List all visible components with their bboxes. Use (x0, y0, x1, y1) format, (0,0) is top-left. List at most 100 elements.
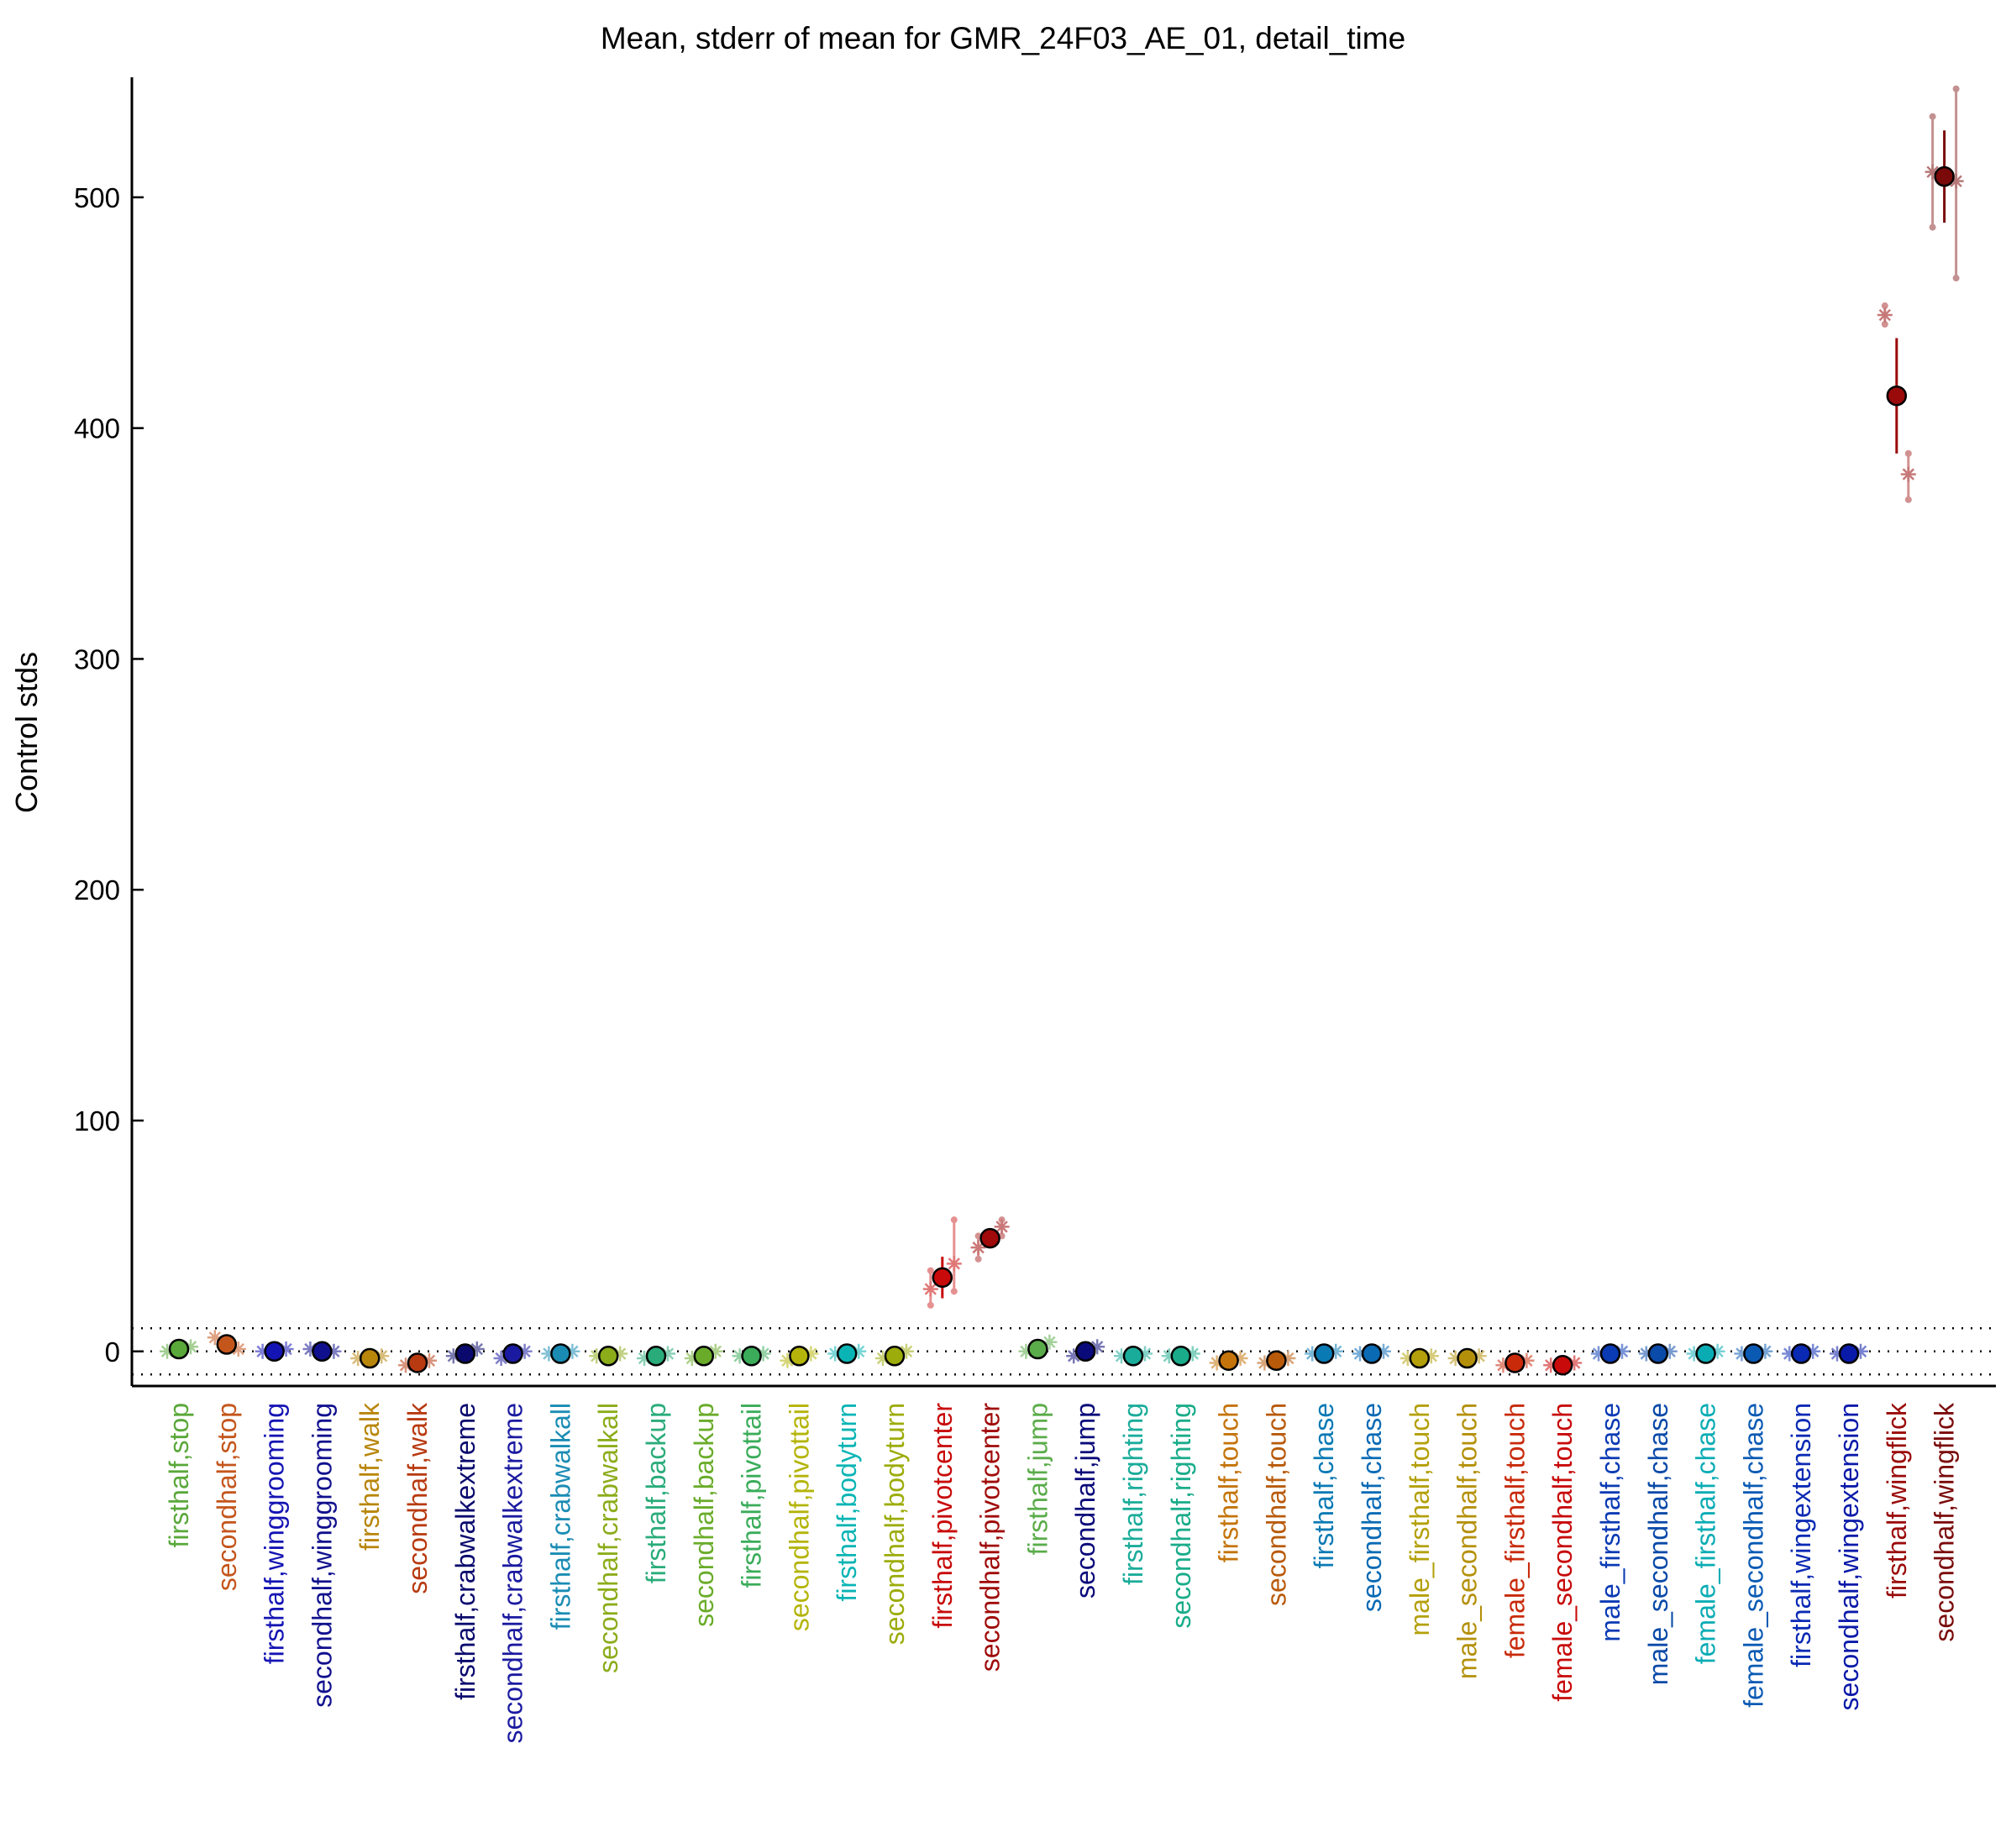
y-tick-label: 500 (74, 182, 120, 213)
y-tick-label: 400 (74, 413, 120, 444)
category-label: female_firsthalf,chase (1691, 1403, 1721, 1664)
individual-range-end (1952, 85, 1960, 92)
asterisk-stroke (208, 1331, 221, 1344)
y-tick-label: 0 (105, 1336, 120, 1368)
individual-marker (922, 1281, 938, 1297)
mean-marker (407, 1352, 428, 1373)
category-label: firsthalf,winggrooming (260, 1403, 290, 1664)
category-label: female_firsthalf,touch (1499, 1403, 1530, 1658)
category-label: firsthalf,righting (1118, 1403, 1148, 1585)
category-label: firsthalf,pivotcenter (927, 1403, 958, 1629)
individual-range-end (950, 1216, 958, 1224)
mean-marker (1504, 1352, 1526, 1373)
mean-marker (1027, 1338, 1048, 1360)
mean-marker (454, 1343, 476, 1364)
mean-marker (1838, 1343, 1860, 1364)
category-label: firsthalf,wingflick (1882, 1402, 1912, 1599)
category-label: male_secondhalf,touch (1452, 1403, 1483, 1679)
mean-marker (1074, 1341, 1096, 1362)
category-label: firsthalf,walk (354, 1402, 385, 1551)
category-label: secondhalf,righting (1166, 1403, 1196, 1629)
y-tick-label: 300 (74, 643, 120, 675)
mean-marker (1790, 1343, 1812, 1364)
category-label: firsthalf,chase (1309, 1403, 1339, 1568)
mean-marker (1122, 1346, 1144, 1367)
category-label: secondhalf,pivotcenter (975, 1403, 1006, 1672)
asterisk-stroke (1878, 308, 1891, 322)
category-label: secondhalf,chase (1357, 1403, 1387, 1612)
category-label: secondhalf,jump (1070, 1403, 1100, 1599)
category-label: secondhalf,touch (1261, 1403, 1291, 1606)
mean-marker (836, 1343, 858, 1364)
y-tick-label: 100 (74, 1105, 120, 1137)
mean-marker (645, 1346, 667, 1367)
asterisk-stroke (232, 1342, 244, 1356)
mean-marker (741, 1346, 762, 1367)
mean-marker (979, 1227, 1000, 1249)
individual-range-end (1904, 496, 1912, 503)
individual-range-end (974, 1255, 982, 1263)
mean-marker (1266, 1350, 1287, 1372)
mean-marker (1218, 1350, 1239, 1372)
category-label: male_firsthalf,chase (1595, 1403, 1625, 1642)
individual-marker (946, 1256, 962, 1272)
asterisk-stroke (1926, 165, 1939, 178)
individual-range-end (927, 1267, 934, 1274)
mean-marker (216, 1334, 238, 1355)
individual-range-end (950, 1288, 958, 1295)
asterisk-stroke (948, 1257, 960, 1270)
category-label: firsthalf,backup (641, 1403, 671, 1583)
category-label: firsthalf,wingextension (1786, 1403, 1816, 1667)
category-label: firsthalf,jump (1022, 1403, 1053, 1555)
mean-marker (789, 1346, 810, 1367)
mean-marker (1886, 385, 1908, 407)
category-label: secondhalf,walk (402, 1402, 433, 1594)
mean-marker (1934, 165, 1955, 187)
individual-range-end (1904, 449, 1912, 457)
category-label: firsthalf,pivottail (737, 1403, 767, 1588)
chart-title: Mean, stderr of mean for GMR_24F03_AE_01… (601, 21, 1405, 55)
category-label: secondhalf,wingextension (1834, 1403, 1864, 1710)
individual-marker (994, 1219, 1010, 1235)
category-label: secondhalf,crabwalkextreme (498, 1403, 528, 1744)
reference-lines (132, 1327, 1996, 1376)
category-label: female_secondhalf,touch (1547, 1403, 1578, 1702)
mean-marker (693, 1346, 715, 1367)
asterisk-stroke (1902, 468, 1914, 480)
mean-marker (1743, 1343, 1764, 1364)
category-label: firsthalf,crabwalkextreme (450, 1403, 480, 1700)
individual-range-end (927, 1301, 934, 1309)
category-label: secondhalf,pivottail (784, 1403, 814, 1631)
mean-marker (1599, 1343, 1621, 1364)
y-axis-ticks: 0 100 200 300 400 500 (74, 182, 144, 1368)
mean-marker (359, 1347, 381, 1369)
category-label: female_secondhalf,chase (1738, 1403, 1768, 1708)
category-label: firsthalf,touch (1214, 1403, 1244, 1562)
mean-marker (550, 1343, 571, 1364)
mean-marker (502, 1343, 523, 1364)
category-label: firsthalf,stop (164, 1403, 194, 1548)
asterisk-stroke (1950, 175, 1962, 187)
mean-markers (168, 165, 1955, 1376)
mean-marker (597, 1346, 619, 1367)
category-label: secondhalf,backup (689, 1403, 719, 1627)
mean-marker (168, 1338, 190, 1360)
mean-marker (1457, 1347, 1478, 1369)
mean-marker (1409, 1347, 1431, 1369)
mean-marker (884, 1346, 906, 1367)
mean-marker (1552, 1355, 1573, 1376)
category-label: secondhalf,bodyturn (880, 1403, 910, 1645)
asterisk-stroke (924, 1283, 937, 1295)
y-tick-label: 200 (74, 874, 120, 906)
individual-range-end (1881, 321, 1888, 328)
individual-range-end (1952, 275, 1960, 282)
axes (130, 77, 1996, 1388)
mean-marker (264, 1341, 285, 1362)
individual-range-end (1881, 302, 1888, 310)
mean-marker (1313, 1343, 1335, 1364)
mean-marker (312, 1341, 333, 1362)
category-label: secondhalf,stop (212, 1403, 242, 1591)
y-axis-label: Control stds (9, 652, 44, 813)
mean-marker (1695, 1343, 1716, 1364)
